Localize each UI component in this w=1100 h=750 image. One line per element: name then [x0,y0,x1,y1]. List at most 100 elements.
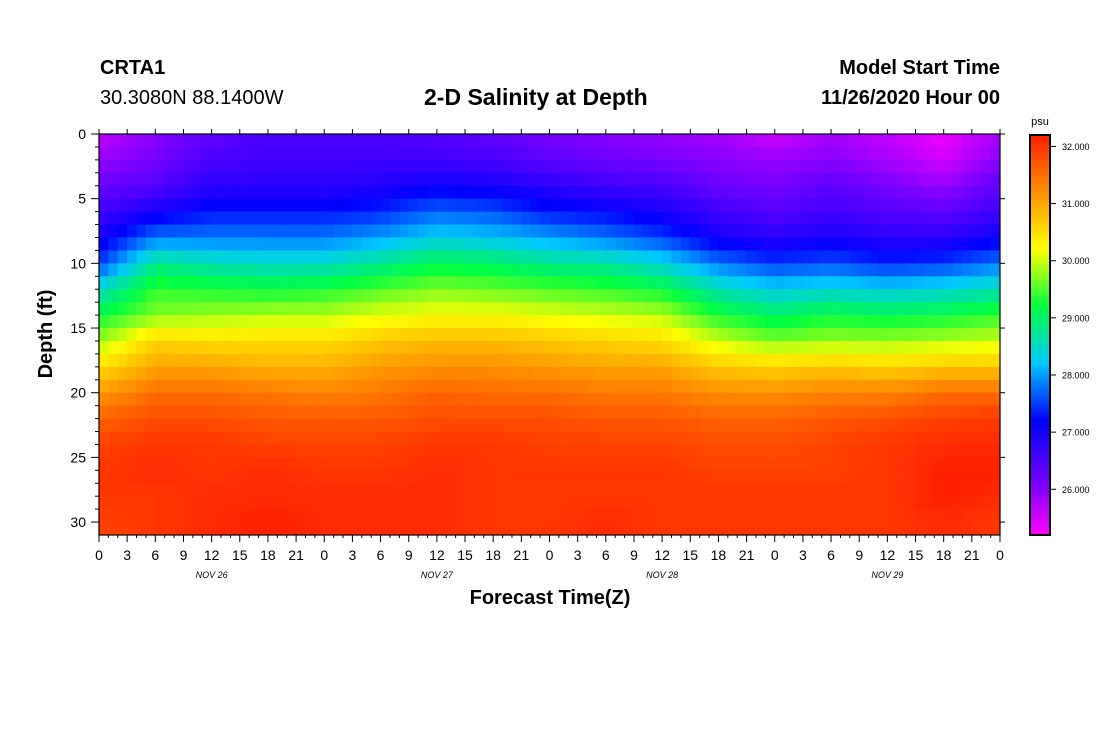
heat-cell [286,470,297,484]
heat-cell [962,509,973,523]
heat-cell [343,146,354,161]
heat-cell [230,185,241,200]
heat-cell [174,211,185,226]
heat-cell [108,392,119,407]
heat-cell [849,172,860,187]
heat-cell [915,405,926,420]
heat-cell [361,340,372,355]
heat-cell [427,509,438,523]
heat-cell [361,302,372,316]
heat-cell [239,509,250,523]
heat-cell [333,211,344,226]
heat-cell [108,444,119,458]
heat-cell [802,250,813,264]
heat-cell [399,250,410,264]
heat-cell [737,237,748,252]
heat-cell [868,470,879,484]
heat-cell [821,134,832,148]
heat-cell [230,509,241,523]
heat-cell [164,302,175,316]
heat-cell [399,172,410,187]
heat-cell [953,444,964,458]
heat-cell [577,444,588,458]
heat-cell [164,185,175,200]
heat-cell [540,470,551,484]
x-tick-label: 21 [288,547,304,563]
heat-cell [446,276,457,290]
heat-cell [859,211,870,226]
heat-cell [596,185,607,200]
heat-cell [530,418,541,433]
heat-cell [896,405,907,420]
heat-cell [774,185,785,200]
heat-cell [361,211,372,226]
heat-cell [765,379,776,394]
heat-cell [408,146,419,161]
y-tick-label: 0 [78,126,86,142]
heat-cell [699,483,710,497]
heat-cell [230,250,241,264]
heat-cell [840,302,851,316]
heat-cell [427,470,438,484]
heat-cell [202,250,213,264]
heat-cell [267,509,278,523]
heat-cell [699,211,710,226]
heat-cell [305,340,316,355]
heat-cell [427,379,438,394]
heat-cell [671,418,682,433]
heat-cell [821,366,832,381]
heat-cell [587,405,598,420]
heat-cell [953,276,964,290]
heat-cell [990,418,1000,433]
heat-cell [474,185,485,200]
heat-cell [831,405,842,420]
heat-cell [502,134,513,148]
heat-cell [530,276,541,290]
heat-cell [493,457,504,471]
heat-cell [483,431,494,446]
heat-cell [136,159,147,174]
heat-cell [99,444,109,458]
heat-cell [558,470,569,484]
heat-cell [408,302,419,316]
heat-cell [746,237,757,252]
heat-cell [962,134,973,148]
heat-cell [99,237,109,252]
heat-cell [230,302,241,316]
heat-cell [821,237,832,252]
heat-cell [324,237,335,252]
heat-cell [286,353,297,368]
heat-cell [389,457,400,471]
heat-cell [746,159,757,174]
heat-cell [455,366,466,381]
heat-cell [690,146,701,161]
heat-cell [530,379,541,394]
heat-cell [709,418,720,433]
heat-cell [286,263,297,277]
heat-cell [971,302,982,316]
heat-cell [493,185,504,200]
heat-cell [934,328,945,342]
heat-cell [493,250,504,264]
heat-cell [511,172,522,187]
heat-cell [633,146,644,161]
heat-cell [643,405,654,420]
heat-cell [718,159,729,174]
heat-cell [831,146,842,161]
heat-cell [465,172,476,187]
heat-cell [483,405,494,420]
heat-cell [521,276,532,290]
heat-cell [174,224,185,239]
heat-cell [249,289,260,303]
heat-cell [324,302,335,316]
heat-cell [371,211,382,226]
heat-cell [521,263,532,277]
x-tick-label: 0 [95,547,103,563]
heat-cell [446,198,457,213]
heat-cell [371,444,382,458]
heat-cell [474,276,485,290]
heat-cell [324,159,335,174]
heat-cell [117,444,128,458]
heat-cell [934,522,945,535]
heat-cell [877,146,888,161]
